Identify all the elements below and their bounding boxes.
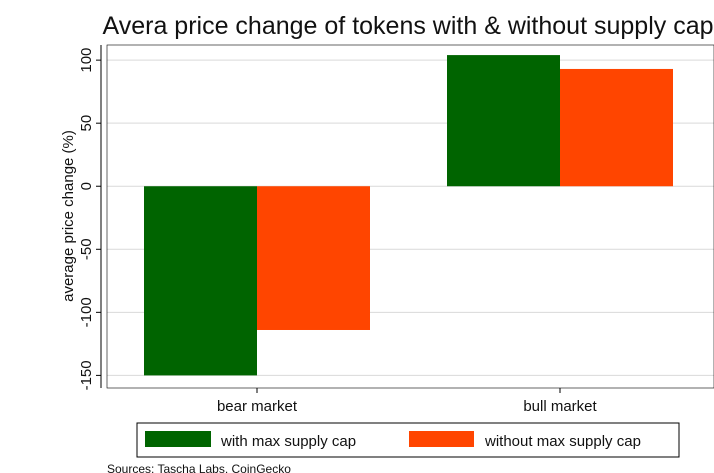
bar-bear-market-with-cap	[144, 186, 257, 376]
chart-title: Avera price change of tokens with & with…	[103, 12, 714, 40]
legend-swatch-with-cap	[145, 431, 211, 447]
y-tick-label: 100	[78, 48, 95, 73]
bar-bear-market-without-cap	[257, 186, 370, 330]
legend-label-with-cap: with max supply cap	[220, 433, 356, 450]
bar-bull-market-with-cap	[447, 55, 560, 187]
legend: with max supply cap without max supply c…	[136, 422, 680, 458]
y-axis-label: average price change (%)	[60, 130, 77, 302]
y-axis-ticks: 100 50 0 -50 -100 -150	[78, 48, 101, 390]
x-category-label: bear market	[217, 398, 298, 415]
legend-box	[136, 422, 680, 458]
legend-label-without-cap: without max supply cap	[484, 433, 641, 450]
y-tick-label: -150	[78, 360, 95, 390]
legend-swatch-without-cap	[409, 431, 474, 447]
y-tick-label: -50	[78, 238, 95, 260]
y-tick-label: -100	[78, 297, 95, 327]
bars	[144, 55, 673, 376]
plot-frame	[106, 44, 714, 389]
bar-bull-market-without-cap	[560, 68, 673, 187]
source-note: Sources: Tascha Labs, CoinGecko	[107, 462, 291, 473]
y-tick-label: 0	[78, 182, 95, 190]
y-tick-label: 50	[78, 115, 95, 132]
x-axis-categories: bear market bull market	[217, 388, 598, 415]
x-category-label: bull market	[523, 398, 597, 415]
